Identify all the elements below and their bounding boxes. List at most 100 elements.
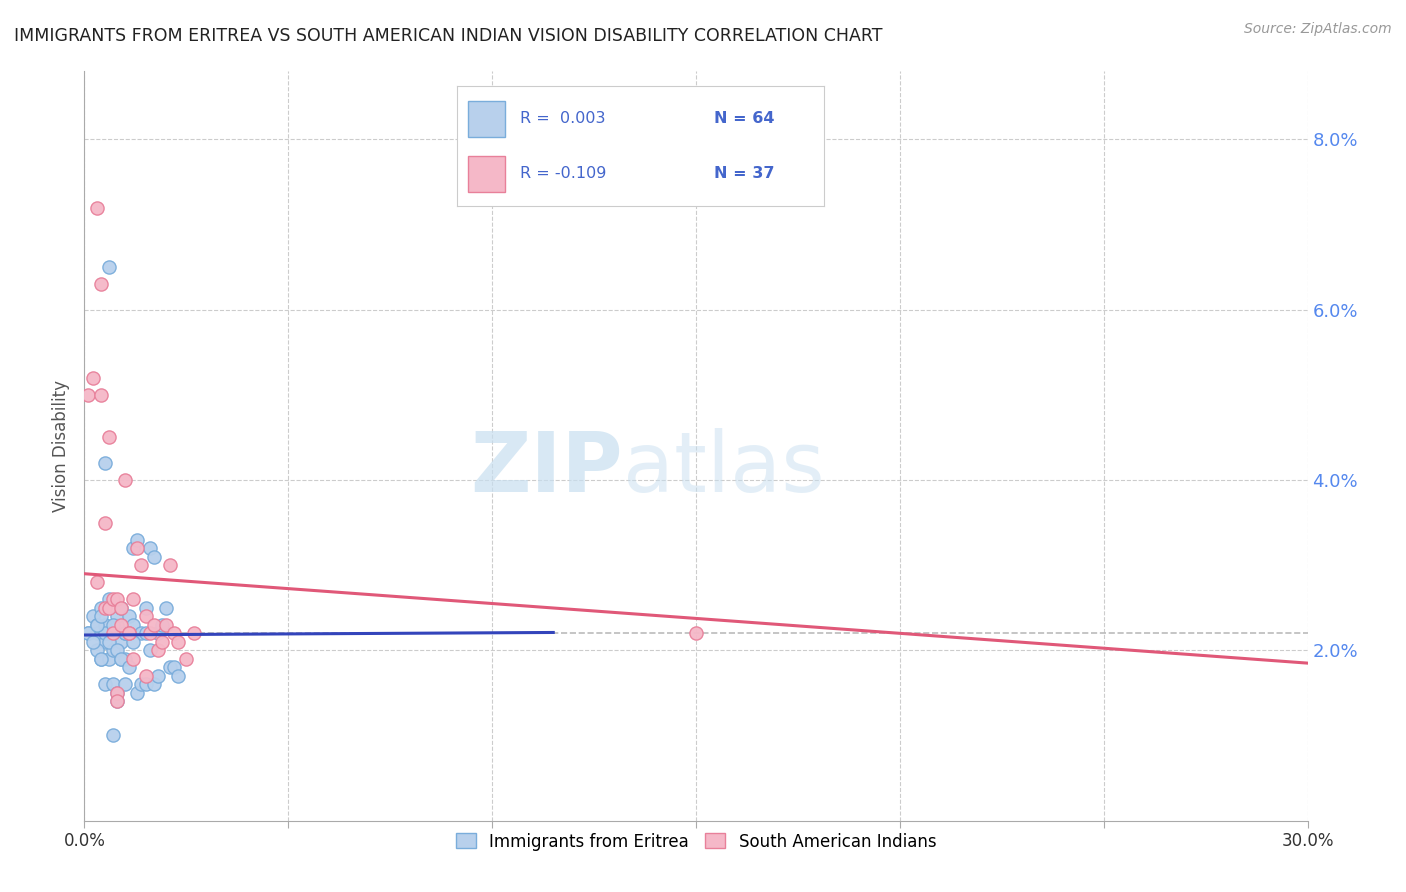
Point [97, 430, 120, 444]
Point [86, 626, 108, 640]
Point [122, 617, 145, 632]
Point [114, 652, 136, 666]
Point [82, 635, 104, 649]
Point [122, 541, 145, 556]
Point [105, 617, 128, 632]
Point [82, 371, 104, 385]
Point [86, 575, 108, 590]
Point [150, 617, 173, 632]
Point [101, 617, 124, 632]
Point [135, 626, 157, 640]
Point [101, 643, 124, 657]
Point [110, 652, 132, 666]
Text: atlas: atlas [623, 428, 824, 509]
Point [122, 592, 145, 607]
Point [105, 686, 128, 700]
Point [86, 617, 108, 632]
Point [114, 626, 136, 640]
Y-axis label: Vision Disability: Vision Disability [52, 380, 70, 512]
Point [105, 643, 128, 657]
Point [105, 694, 128, 708]
Point [77, 626, 100, 640]
Point [93, 617, 115, 632]
Point [118, 626, 141, 640]
Point [131, 626, 153, 640]
Point [93, 626, 115, 640]
Point [86, 643, 108, 657]
Point [97, 260, 120, 275]
Point [90, 652, 112, 666]
Point [114, 626, 136, 640]
Point [142, 677, 165, 691]
Point [97, 652, 120, 666]
Point [155, 600, 177, 615]
Point [135, 677, 157, 691]
Point [183, 626, 205, 640]
Point [146, 643, 169, 657]
Point [167, 669, 190, 683]
Point [97, 635, 120, 649]
Point [138, 626, 160, 640]
Point [105, 694, 128, 708]
Point [90, 600, 112, 615]
Point [122, 652, 145, 666]
Point [105, 592, 128, 607]
Point [118, 626, 141, 640]
Point [122, 635, 145, 649]
Point [114, 473, 136, 487]
Point [93, 456, 115, 470]
Point [127, 541, 149, 556]
Point [93, 516, 115, 530]
Point [105, 686, 128, 700]
Point [110, 600, 132, 615]
Point [131, 677, 153, 691]
Point [77, 626, 100, 640]
Point [77, 388, 100, 402]
Point [101, 677, 124, 691]
Point [90, 388, 112, 402]
Point [159, 660, 181, 674]
Point [127, 533, 149, 547]
Point [135, 609, 157, 624]
Point [97, 600, 120, 615]
Point [135, 669, 157, 683]
Point [90, 652, 112, 666]
Point [685, 626, 707, 640]
Point [90, 277, 112, 292]
Point [86, 617, 108, 632]
Point [93, 677, 115, 691]
Point [146, 626, 169, 640]
Legend: Immigrants from Eritrea, South American Indians: Immigrants from Eritrea, South American … [449, 826, 943, 857]
Point [93, 600, 115, 615]
Point [138, 643, 160, 657]
Point [138, 541, 160, 556]
Point [142, 617, 165, 632]
Point [101, 729, 124, 743]
Point [118, 609, 141, 624]
Point [101, 626, 124, 640]
Point [93, 635, 115, 649]
Point [105, 609, 128, 624]
Point [82, 609, 104, 624]
Point [86, 201, 108, 215]
Text: Source: ZipAtlas.com: Source: ZipAtlas.com [1244, 22, 1392, 37]
Point [135, 600, 157, 615]
Point [167, 635, 190, 649]
Point [163, 660, 186, 674]
Point [142, 549, 165, 564]
Point [110, 600, 132, 615]
Text: ZIP: ZIP [470, 428, 623, 509]
Point [97, 592, 120, 607]
Point [127, 686, 149, 700]
Point [118, 660, 141, 674]
Point [159, 558, 181, 573]
Point [114, 677, 136, 691]
Point [150, 635, 173, 649]
Point [163, 626, 186, 640]
Point [174, 652, 197, 666]
Text: IMMIGRANTS FROM ERITREA VS SOUTH AMERICAN INDIAN VISION DISABILITY CORRELATION C: IMMIGRANTS FROM ERITREA VS SOUTH AMERICA… [14, 27, 883, 45]
Point [110, 635, 132, 649]
Point [131, 558, 153, 573]
Point [146, 669, 169, 683]
Point [155, 617, 177, 632]
